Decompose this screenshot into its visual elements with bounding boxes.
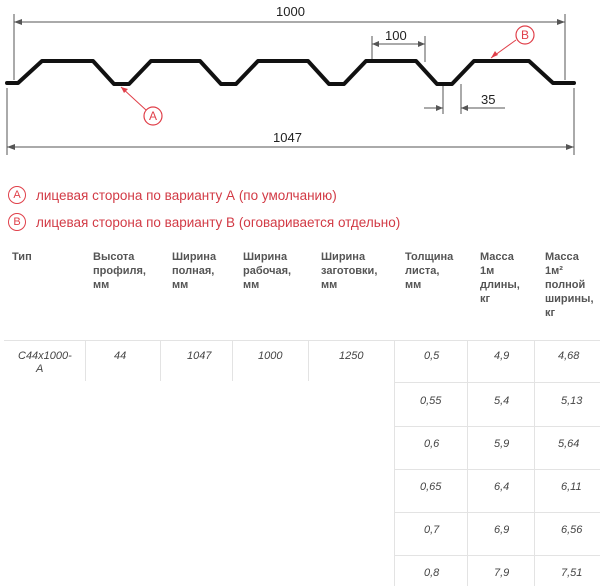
mass-length-cell: 5,9 [494, 438, 510, 450]
mass-area-cell: 5,64 [558, 438, 580, 450]
dimension-pitch-label: 100 [385, 28, 407, 43]
thickness-cell: 0,55 [420, 395, 442, 407]
table-divider [394, 469, 600, 470]
legend-a-marker: A [8, 186, 26, 204]
header-line: мм [172, 279, 189, 291]
dimension-total-label: 1047 [273, 130, 302, 145]
legend-item-b: B лицевая сторона по варианту В (оговари… [8, 213, 400, 231]
blank-width-cell: 1250 [339, 350, 364, 362]
mass-length-cell: 5,4 [494, 395, 510, 407]
mass-area-cell: 5,13 [561, 395, 583, 407]
thickness-cell: 0,65 [420, 481, 442, 493]
header-line: Толщина [405, 251, 454, 263]
table-divider [394, 426, 600, 427]
header-mass-area: Масса 1м² полной ширины, кг [545, 250, 594, 320]
profile-shape [5, 59, 576, 86]
table-divider [394, 382, 600, 383]
header-line: 1м [480, 265, 495, 277]
header-height: Высота профиля, мм [93, 250, 146, 292]
dimension-top-label: 1000 [276, 4, 305, 19]
mass-area-cell: 7,51 [561, 567, 583, 579]
legend-b-marker: B [8, 213, 26, 231]
header-line: Ширина [172, 251, 217, 263]
marker-b-label: B [521, 28, 529, 42]
legend-a-text: лицевая сторона по варианту А (по умолча… [36, 187, 337, 203]
mass-area-cell: 6,56 [561, 524, 583, 536]
header-full-width: Ширина полная, мм [172, 250, 216, 292]
header-line: 1м² [545, 265, 563, 277]
header-work-width: Ширина рабочая, мм [243, 250, 291, 292]
table-divider [232, 341, 233, 381]
header-line: мм [243, 279, 260, 291]
mass-area-cell: 6,11 [561, 481, 582, 493]
table-divider [534, 341, 535, 586]
full-width-cell: 1047 [187, 350, 212, 362]
header-line: Высота [93, 251, 135, 263]
dimension-bottom-label: 35 [481, 92, 495, 107]
marker-a-label: A [149, 109, 157, 123]
header-thickness: Толщина листа, мм [405, 250, 453, 292]
table-divider [85, 341, 86, 381]
header-line: мм [321, 279, 338, 291]
dimension-total [6, 88, 575, 155]
mass-length-cell: 6,4 [494, 481, 510, 493]
header-line: полной [545, 279, 586, 291]
mass-area-cell: 4,68 [558, 350, 580, 362]
header-mass-length: Масса 1м длины, кг [480, 250, 520, 306]
mass-length-cell: 6,9 [494, 524, 510, 536]
table-divider [394, 512, 600, 513]
header-line: Ширина [243, 251, 288, 263]
table-divider [394, 555, 600, 556]
header-type-line: Тип [12, 251, 32, 263]
marker-a [120, 86, 163, 126]
table-divider [467, 341, 468, 586]
dimension-pitch [371, 36, 426, 62]
header-line: листа, [405, 265, 440, 277]
header-line: полная, [172, 265, 215, 277]
legend-item-a: A лицевая сторона по варианту А (по умол… [8, 186, 337, 204]
header-type: Тип [12, 250, 32, 264]
header-line: кг [480, 293, 491, 305]
profile-drawing: 1000 100 35 A B 1047 [5, 4, 576, 155]
header-line: ширины, [545, 293, 594, 305]
work-width-cell: 1000 [258, 350, 283, 362]
thickness-cell: 0,7 [424, 524, 440, 536]
type-cell-line: C44x1000- [18, 350, 72, 362]
header-line: мм [93, 279, 110, 291]
header-line: Ширина [321, 251, 366, 263]
height-cell: 44 [114, 350, 127, 362]
dimension-bottom [424, 84, 505, 114]
type-cell: C44x1000- A [18, 350, 72, 376]
table-divider [4, 340, 600, 341]
table-divider [160, 341, 161, 381]
type-cell-line: A [36, 363, 44, 375]
thickness-cell: 0,6 [424, 438, 440, 450]
dimension-top [13, 14, 566, 80]
header-line: профиля, [93, 265, 146, 277]
header-line: мм [405, 279, 422, 291]
legend-b-text: лицевая сторона по варианту В (оговарива… [36, 214, 401, 230]
header-line: Масса [480, 251, 514, 263]
mass-length-cell: 4,9 [494, 350, 510, 362]
thickness-cell: 0,8 [424, 567, 440, 579]
header-line: рабочая, [243, 265, 292, 277]
header-line: кг [545, 307, 556, 319]
header-line: Масса [545, 251, 579, 263]
header-line: заготовки, [321, 265, 378, 277]
marker-b [490, 25, 535, 59]
table-divider [308, 341, 309, 381]
mass-length-cell: 7,9 [494, 567, 510, 579]
thickness-cell: 0,5 [424, 350, 440, 362]
header-line: длины, [480, 279, 520, 291]
table-divider [394, 341, 395, 586]
header-blank-width: Ширина заготовки, мм [321, 250, 377, 292]
